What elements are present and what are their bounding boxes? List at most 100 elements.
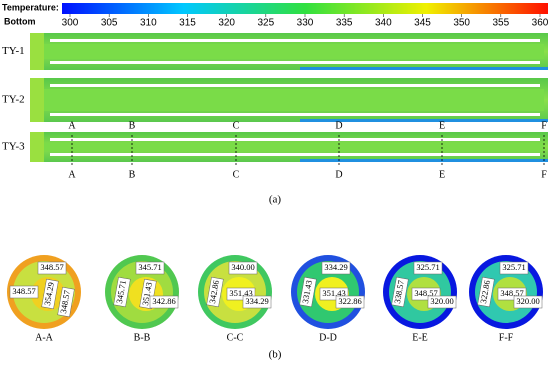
- value-label-box: [513, 295, 543, 309]
- value-label-text: 331.43: [300, 279, 314, 304]
- section-label: E: [439, 120, 445, 131]
- value-label: 331.43: [299, 276, 317, 308]
- value-label-box: [37, 261, 67, 275]
- value-label-text: 348.57: [40, 262, 63, 272]
- value-label: 320.00: [427, 295, 457, 309]
- section-title: B-B: [134, 332, 151, 343]
- value-label: 340.00: [228, 261, 258, 275]
- pipe-inlet: [30, 33, 44, 70]
- value-label-box: [413, 261, 443, 275]
- value-label-box: [299, 276, 317, 308]
- value-label-text: 325.71: [416, 262, 439, 272]
- pipe-edge: [300, 159, 548, 162]
- value-label-box: [321, 261, 351, 275]
- value-label-box: [427, 295, 457, 309]
- colorbar-tick-label: 300: [62, 18, 79, 29]
- section-label: E: [439, 169, 445, 180]
- value-label: 325.71: [499, 261, 529, 275]
- value-label-text: 348.57: [58, 289, 72, 314]
- value-label: 338.57: [391, 276, 409, 308]
- caption-b: (b): [269, 349, 282, 361]
- value-label: 334.29: [321, 261, 351, 275]
- value-label-box: [149, 295, 179, 309]
- colorbar: [62, 3, 548, 14]
- pipe-label: TY-1: [2, 45, 25, 57]
- pipe-inlet: [30, 78, 44, 122]
- value-label-text: 348.57: [414, 288, 437, 298]
- colorbar-tick-label: 340: [375, 18, 392, 29]
- value-label-text: 342.86: [207, 279, 221, 304]
- value-label-text: 342.86: [152, 296, 175, 306]
- value-label-box: [335, 295, 365, 309]
- colorbar-tick-label: 335: [336, 18, 353, 29]
- value-label-box: [206, 276, 224, 308]
- value-label-text: 338.57: [392, 279, 406, 304]
- section-label: F: [541, 120, 547, 131]
- section-title: E-E: [412, 332, 428, 343]
- section-title: F-F: [499, 332, 514, 343]
- value-label-box: [57, 286, 75, 318]
- value-label-text: 320.00: [430, 296, 453, 306]
- value-label-box: [135, 261, 165, 275]
- value-label-text: 348.57: [12, 286, 35, 296]
- section-label: D: [335, 169, 342, 180]
- section-title: A-A: [35, 332, 54, 343]
- value-label: 322.86: [335, 295, 365, 309]
- value-label-text: 320.00: [516, 296, 539, 306]
- flow-streak: [50, 84, 540, 87]
- section-label: C: [233, 169, 240, 180]
- value-label: 334.29: [242, 295, 272, 309]
- flow-core: [44, 143, 544, 151]
- value-label-text: 334.29: [324, 262, 347, 272]
- value-label: 320.00: [513, 295, 543, 309]
- value-label-box: [242, 295, 272, 309]
- flow-streak: [50, 138, 540, 141]
- colorbar-tick-label: 310: [140, 18, 157, 29]
- value-label-text: 340.00: [231, 262, 254, 272]
- colorbar-tick-label: 350: [453, 18, 470, 29]
- value-label-box: [113, 276, 131, 308]
- caption-a: (a): [269, 194, 282, 206]
- value-label: 348.57: [9, 285, 39, 299]
- value-label-text: 322.86: [338, 296, 361, 306]
- flow-streak: [50, 61, 540, 64]
- flow-streak: [50, 113, 540, 116]
- value-label: 354.29: [41, 278, 59, 310]
- section-label: F: [541, 169, 547, 180]
- value-label-text: 334.29: [245, 296, 268, 306]
- value-label-text: 348.57: [500, 288, 523, 298]
- value-label-text: 345.71: [138, 262, 161, 272]
- value-label-box: [499, 261, 529, 275]
- flow-core: [44, 89, 544, 111]
- pipe-label: TY-3: [2, 141, 25, 153]
- section-label: B: [129, 169, 136, 180]
- colorbar-tick-label: 360: [532, 18, 549, 29]
- pipe-inlet: [30, 132, 44, 162]
- colorbar-tick-label: 330: [297, 18, 314, 29]
- section-label: B: [129, 120, 136, 131]
- pipe-edge: [300, 67, 548, 70]
- section-label: A: [68, 120, 76, 131]
- colorbar-label: Bottom: [4, 16, 36, 26]
- value-label-text: 345.71: [114, 279, 128, 304]
- value-label-box: [41, 278, 59, 310]
- flow-streak: [50, 153, 540, 156]
- value-label: 345.71: [113, 276, 131, 308]
- section-label: D: [335, 120, 342, 131]
- section-title: D-D: [319, 332, 337, 343]
- colorbar-tick-label: 355: [492, 18, 509, 29]
- colorbar-title: Temperature:: [2, 2, 59, 12]
- value-label-text: 351.43: [229, 288, 252, 298]
- value-label: 348.57: [37, 261, 67, 275]
- value-label-text: 325.71: [502, 262, 525, 272]
- value-label-box: [228, 261, 258, 275]
- value-label-box: [9, 285, 39, 299]
- value-label-box: [477, 276, 495, 308]
- colorbar-tick-label: 305: [101, 18, 118, 29]
- flow-streak: [50, 39, 540, 42]
- value-label-box: [391, 276, 409, 308]
- colorbar-tick-label: 325: [257, 18, 274, 29]
- section-label: A: [68, 169, 76, 180]
- value-label: 342.86: [149, 295, 179, 309]
